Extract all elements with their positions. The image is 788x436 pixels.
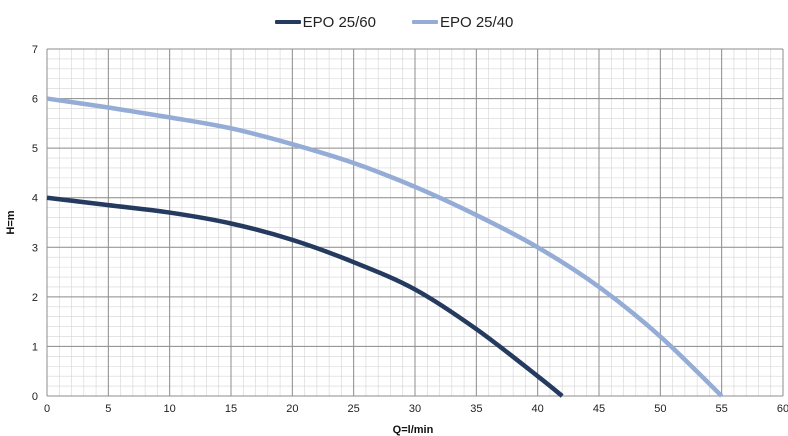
x-tick-label: 35 [470, 403, 482, 415]
y-tick-label: 5 [32, 143, 38, 155]
x-tick-label: 60 [777, 403, 788, 415]
x-tick-label: 45 [593, 403, 605, 415]
x-tick-label: 25 [348, 403, 360, 415]
series-line-1 [46, 195, 564, 398]
series-line-2 [46, 96, 724, 398]
x-axis-title: Q=l/min [393, 424, 434, 436]
legend-swatch-series-1 [274, 20, 301, 24]
y-tick-label: 2 [32, 292, 38, 304]
chart-legend: EPO 25/60 EPO 25/40 [0, 10, 788, 34]
series-lines [46, 96, 724, 398]
x-tick-label: 40 [532, 403, 544, 415]
legend-swatch-series-2 [412, 20, 438, 24]
y-tick-label: 0 [32, 391, 38, 403]
x-tick-label: 20 [286, 403, 298, 415]
y-tick-label: 3 [32, 242, 38, 254]
x-tick-label: 5 [105, 403, 111, 415]
legend-item-series-2: EPO 25/40 [412, 14, 513, 31]
x-tick-label: 10 [164, 403, 176, 415]
y-tick-label: 1 [32, 341, 38, 353]
legend-label-series-2: EPO 25/40 [440, 13, 514, 31]
x-tick-label: 50 [654, 403, 666, 415]
legend-label-series-1: EPO 25/60 [302, 13, 376, 31]
y-tick-label: 6 [32, 94, 38, 106]
x-tick-label: 0 [44, 403, 50, 415]
x-tick-label: 15 [225, 403, 237, 415]
y-axis-title: H=m [5, 210, 17, 234]
x-tick-label: 55 [716, 403, 728, 415]
y-tick-label: 4 [32, 193, 38, 205]
y-tick-label: 7 [32, 44, 38, 56]
x-tick-label: 30 [409, 403, 421, 415]
legend-item-series-1: EPO 25/60 [274, 13, 376, 31]
